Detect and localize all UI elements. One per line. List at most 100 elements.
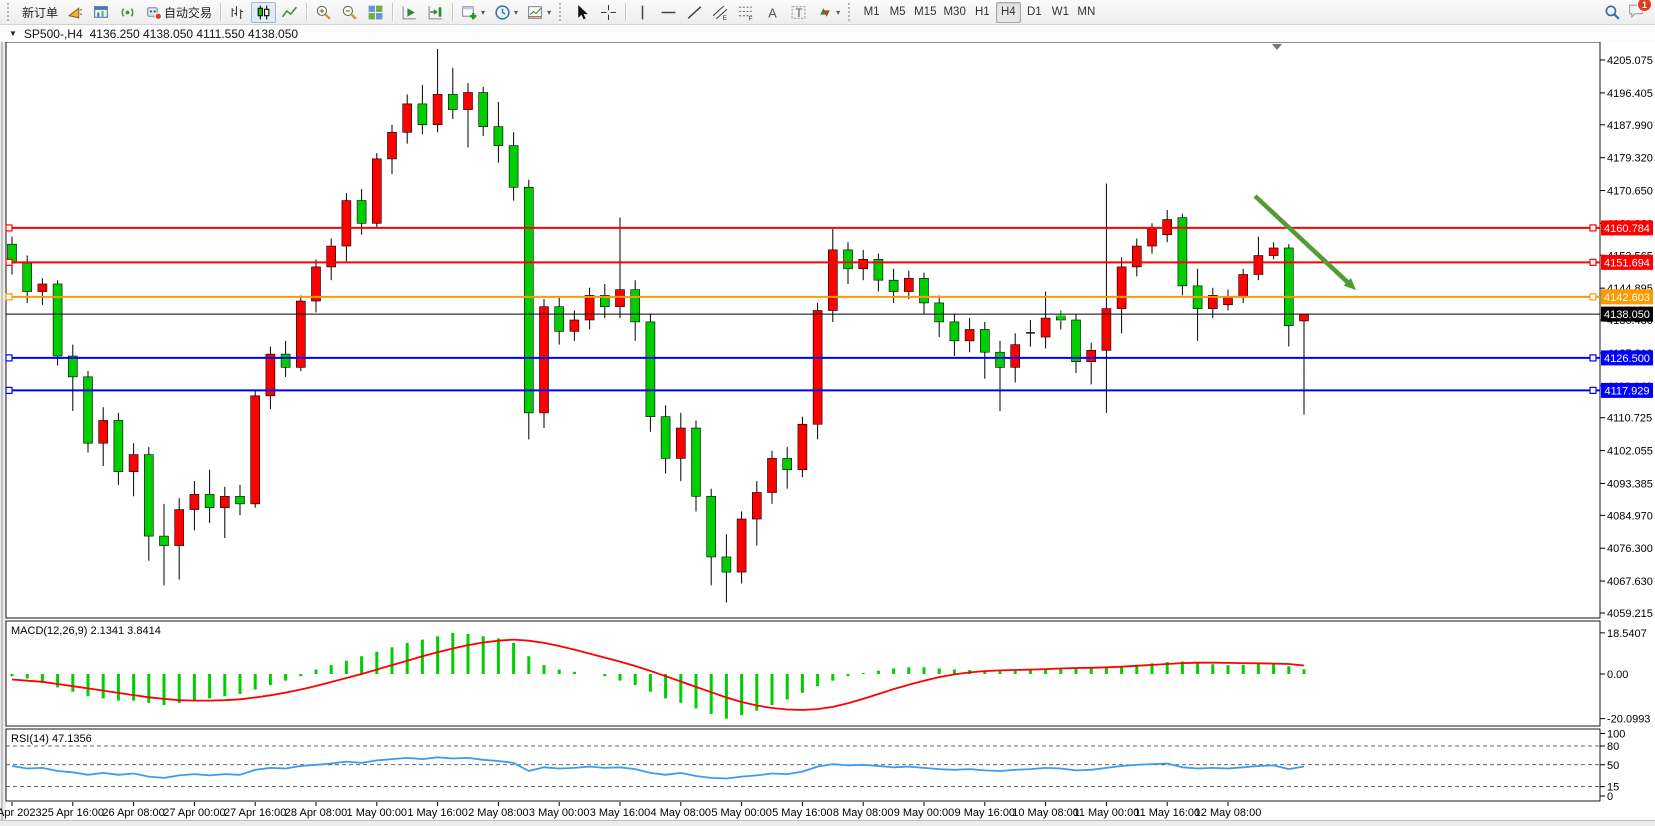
line-handle[interactable]: [5, 224, 13, 232]
fibonacci-tool-button[interactable]: F: [734, 2, 759, 23]
macd-tick-label: 0.00: [1607, 669, 1628, 681]
time-label: 26 Apr 08:00: [102, 807, 164, 819]
candle-up: [311, 266, 321, 302]
candle-down: [934, 302, 945, 323]
collapse-triangle-icon[interactable]: ▼: [9, 29, 17, 38]
time-label: 10 May 08:00: [1012, 807, 1079, 819]
period-button-h4[interactable]: H4: [995, 1, 1021, 23]
line-handle[interactable]: [1589, 258, 1597, 266]
candle-down: [782, 458, 793, 471]
bar-chart-button[interactable]: [225, 2, 250, 23]
toolbar-separator: [306, 3, 308, 21]
templates-button[interactable]: ▾: [523, 2, 555, 23]
auto-scroll-icon: [402, 5, 416, 19]
vertical-line-tool-button[interactable]: [630, 2, 655, 23]
auto-scroll-button[interactable]: [397, 2, 422, 23]
line-handle[interactable]: [1589, 386, 1597, 394]
period-button-m30[interactable]: M30: [940, 2, 968, 23]
crosshair-button[interactable]: [596, 2, 621, 23]
line-handle[interactable]: [5, 354, 13, 362]
period-button-d1[interactable]: D1: [1022, 2, 1047, 23]
window-bottom-edge: [0, 820, 1655, 826]
candle-down: [144, 454, 154, 537]
period-button-m15[interactable]: M15: [911, 2, 939, 23]
price-tick-label: 4093.385: [1607, 478, 1653, 490]
toolbar-separator: [392, 3, 394, 21]
channel-tool-button[interactable]: E: [708, 2, 733, 23]
main-chart-panel: [5, 41, 1601, 619]
period-button-w1[interactable]: W1: [1048, 2, 1073, 23]
line-handle[interactable]: [1589, 354, 1597, 362]
period-button-h1[interactable]: H1: [970, 2, 995, 23]
tile-windows-button[interactable]: [363, 2, 388, 23]
candle-down: [979, 329, 990, 353]
zoom-out-button[interactable]: [337, 2, 362, 23]
period-button-m1[interactable]: M1: [859, 2, 884, 23]
clock-icon: [495, 4, 510, 20]
chart-caption-bar[interactable]: ▼ SP500-,H4 4136.250 4138.050 4111.550 4…: [0, 25, 1655, 42]
macd-tick-label: -20.0993: [1607, 714, 1650, 726]
price-line-label: 4151.694: [1604, 257, 1650, 269]
cursor-button[interactable]: [570, 2, 595, 23]
svg-text:T: T: [795, 6, 802, 19]
price-line-label: 4160.784: [1604, 223, 1650, 235]
horizontal-line-icon: [661, 11, 676, 13]
candle-up: [615, 289, 625, 308]
trend-arrow-line[interactable]: [1253, 194, 1351, 285]
trend-arrow-head[interactable]: [1343, 278, 1356, 290]
price-tick-label: 4179.320: [1607, 153, 1653, 165]
zoom-in-button[interactable]: [311, 2, 336, 23]
candle-down: [523, 186, 534, 414]
chart-shift-marker-icon[interactable]: [1272, 44, 1282, 50]
trendline-tool-button[interactable]: [682, 2, 707, 23]
line-handle[interactable]: [5, 293, 13, 301]
text-tool-button[interactable]: A: [760, 2, 785, 23]
rsi-label: RSI(14) 47.1356: [11, 733, 92, 745]
signals-button[interactable]: [115, 2, 140, 23]
price-tick-label: 4076.300: [1607, 543, 1653, 555]
candlestick-chart-icon: [257, 5, 270, 19]
line-handle[interactable]: [5, 258, 13, 266]
horizontal-line-tool-button[interactable]: [656, 2, 681, 23]
time-label: 9 May 16:00: [955, 807, 1016, 819]
line-chart-icon: [281, 6, 298, 17]
buy-marker-cross[interactable]: [1055, 311, 1066, 322]
price-tick-label: 4084.970: [1607, 510, 1653, 522]
autotrading-button[interactable]: 自动交易: [141, 2, 216, 23]
dropdown-arrow-icon: ▾: [547, 7, 552, 17]
rsi-tick-label: 0: [1607, 791, 1613, 803]
line-chart-button[interactable]: [277, 2, 302, 23]
new-chart-button[interactable]: ▾: [457, 2, 489, 23]
candle-up: [1101, 308, 1112, 351]
time-label: 25 Apr 16:00: [42, 807, 104, 819]
toolbar-separator: [220, 3, 222, 21]
svg-text:F: F: [749, 15, 753, 21]
candlestick-chart-button[interactable]: [251, 1, 277, 23]
text-label-tool-button[interactable]: T: [786, 2, 811, 23]
charts-window-button[interactable]: [89, 2, 114, 23]
line-handle[interactable]: [1589, 224, 1597, 232]
line-handle[interactable]: [1589, 293, 1597, 301]
period-button-m5[interactable]: M5: [885, 2, 910, 23]
period-menu-button[interactable]: ▾: [490, 2, 522, 23]
macd-tick-label: 18.5407: [1607, 628, 1647, 640]
horn-icon: [67, 6, 83, 18]
line-handle[interactable]: [5, 386, 13, 394]
rsi-line: [11, 756, 1305, 780]
price-tick-label: 4205.075: [1607, 55, 1653, 67]
horn-button[interactable]: [63, 2, 88, 23]
period-button-mn[interactable]: MN: [1074, 2, 1099, 23]
chart-shift-button[interactable]: [423, 2, 448, 23]
time-label: 27 Apr 00:00: [163, 807, 225, 819]
charts-window-icon: [94, 5, 108, 18]
dropdown-arrow-icon: ▾: [514, 7, 519, 17]
candle-up: [1208, 295, 1218, 309]
chat-button[interactable]: 1: [1627, 0, 1652, 22]
new-order-button[interactable]: 新订单: [18, 2, 62, 23]
search-icon[interactable]: [1604, 4, 1621, 21]
candle-down: [83, 376, 93, 444]
candle-up: [736, 518, 747, 573]
arrows-tool-button[interactable]: ▾: [812, 2, 844, 23]
time-label: 5 May 16:00: [772, 807, 833, 819]
